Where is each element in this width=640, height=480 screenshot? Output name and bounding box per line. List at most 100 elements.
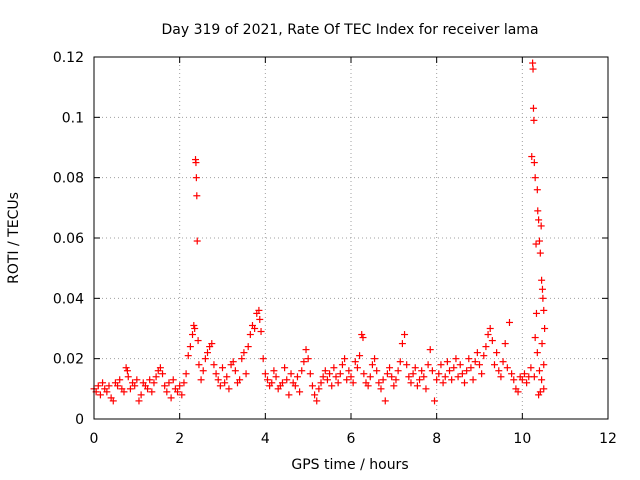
data-point — [194, 337, 202, 345]
data-point — [190, 321, 198, 329]
data-point — [193, 237, 201, 245]
y-axis-label: ROTI / TECUs — [6, 192, 22, 284]
data-point — [96, 391, 104, 399]
data-point — [242, 370, 250, 378]
data-point — [359, 334, 367, 342]
data-point — [219, 364, 226, 372]
data-point — [396, 358, 404, 366]
data-point — [328, 382, 336, 390]
data-point — [437, 361, 445, 369]
data-point — [167, 394, 175, 402]
data-point — [114, 382, 122, 390]
data-point — [341, 355, 349, 363]
data-point — [503, 364, 511, 372]
data-point — [105, 382, 113, 390]
data-point — [390, 382, 398, 390]
data-point — [495, 367, 503, 375]
data-point — [533, 186, 541, 194]
data-point — [246, 331, 254, 339]
y-tick-label: 0 — [75, 412, 84, 428]
data-point — [443, 358, 451, 366]
chart-title: Day 319 of 2021, Rate Of TEC Index for r… — [161, 22, 538, 38]
data-point — [431, 397, 439, 405]
data-point — [272, 373, 280, 381]
data-point — [533, 349, 541, 357]
data-point — [317, 379, 325, 387]
data-point — [538, 376, 546, 384]
data-point — [144, 385, 152, 393]
data-point — [505, 318, 513, 326]
data-point — [473, 349, 481, 357]
data-point — [298, 367, 306, 375]
data-point — [373, 367, 381, 375]
data-point — [529, 65, 537, 73]
data-point — [529, 104, 537, 112]
data-point — [148, 388, 156, 396]
data-point — [163, 388, 171, 396]
y-tick-label: 0.02 — [53, 352, 84, 368]
data-point — [422, 385, 430, 393]
data-point — [302, 346, 310, 354]
data-point — [123, 367, 131, 375]
data-point — [540, 361, 548, 369]
data-point — [497, 373, 505, 381]
data-point — [126, 385, 134, 393]
x-axis-label: GPS time / hours — [291, 457, 408, 473]
data-point — [122, 364, 130, 372]
data-point — [536, 388, 544, 396]
x-tick-label: 8 — [432, 431, 441, 447]
data-point — [169, 376, 177, 384]
data-point — [530, 373, 538, 381]
data-point — [377, 385, 385, 393]
data-point — [120, 388, 128, 396]
data-point — [371, 355, 379, 363]
y-tick-label: 0.12 — [53, 50, 84, 66]
data-point — [394, 367, 402, 375]
data-point — [539, 294, 547, 302]
data-point — [536, 249, 544, 257]
data-point — [530, 159, 538, 167]
data-point — [319, 373, 327, 381]
data-point — [231, 367, 239, 375]
data-point — [538, 340, 546, 348]
data-point — [501, 340, 509, 348]
data-point — [221, 379, 229, 387]
data-point — [270, 367, 278, 375]
data-point — [191, 325, 199, 332]
data-point — [189, 331, 197, 339]
y-tick-label: 0.06 — [53, 231, 84, 247]
data-point — [315, 385, 323, 393]
data-point — [433, 376, 441, 384]
data-point — [349, 379, 357, 387]
data-point — [381, 397, 389, 405]
data-point — [518, 376, 526, 384]
data-point — [238, 355, 246, 363]
data-point — [99, 379, 107, 387]
data-point — [441, 373, 449, 381]
data-point — [306, 370, 314, 378]
plot-frame — [93, 56, 609, 420]
data-point — [244, 343, 252, 351]
data-point — [482, 343, 490, 351]
data-point — [360, 370, 368, 378]
data-point — [321, 367, 329, 375]
data-point — [159, 370, 167, 378]
data-point — [285, 391, 293, 399]
data-point — [520, 370, 528, 378]
data-point — [336, 370, 344, 378]
data-point — [530, 116, 538, 124]
data-point — [255, 306, 263, 314]
data-point — [375, 379, 383, 387]
data-point — [409, 370, 417, 378]
data-point — [116, 376, 124, 384]
data-point — [446, 367, 454, 375]
data-point — [413, 382, 421, 390]
grid-layer — [94, 57, 608, 419]
data-point — [94, 382, 102, 390]
data-point — [392, 376, 400, 384]
data-point — [103, 388, 111, 396]
x-tick-label: 6 — [347, 431, 356, 447]
data-point — [161, 382, 169, 390]
data-point — [540, 385, 548, 393]
